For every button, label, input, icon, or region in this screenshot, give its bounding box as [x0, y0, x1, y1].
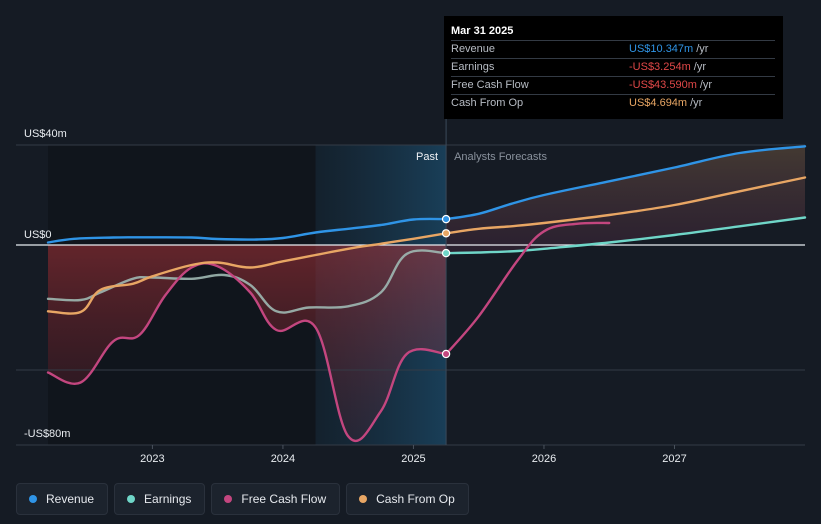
cash-from-op-past-line: [46, 232, 448, 315]
revenue-dot-icon: [29, 495, 37, 503]
legend-label: Revenue: [46, 492, 95, 506]
x-tick-label: 2027: [662, 453, 686, 465]
legend-item-earnings[interactable]: Earnings: [114, 483, 206, 515]
legend-label: Cash From Op: [376, 492, 455, 506]
legend-item-free-cash-flow[interactable]: Free Cash Flow: [211, 483, 341, 515]
tooltip-value: US$10.347m: [629, 43, 694, 55]
tooltip-value: -US$43.590m: [629, 79, 697, 91]
free-cash-flow-point: [441, 349, 451, 359]
tooltip-row-free-cash-flow: Free Cash Flow -US$43.590m/yr: [451, 76, 775, 94]
y-tick-label: US$0: [24, 229, 52, 241]
tooltip-label: Revenue: [451, 43, 496, 55]
legend-label: Earnings: [144, 492, 192, 506]
legend-item-cash-from-op[interactable]: Cash From Op: [346, 483, 469, 515]
cash-from-op-forecast-line: [444, 176, 807, 235]
cash-from-op-dot-icon: [359, 495, 368, 503]
tooltip-label: Cash From Op: [451, 97, 524, 109]
tooltip-unit: /yr: [690, 97, 703, 109]
free-cash-flow-past-line: [46, 262, 448, 443]
revenue-point: [441, 214, 451, 224]
y-tick-label: US$40m: [24, 128, 67, 140]
x-tick-label: 2023: [140, 453, 164, 465]
tooltip-label: Free Cash Flow: [451, 79, 529, 91]
forecast-band: [446, 146, 805, 254]
tooltip-row-revenue: Revenue US$10.347m/yr: [451, 40, 775, 58]
past-label: Past: [416, 151, 438, 163]
x-tick-label: 2025: [401, 453, 425, 465]
tooltip-label: Earnings: [451, 61, 495, 73]
negative-area: [48, 245, 447, 441]
earnings-dot-icon: [127, 495, 136, 503]
x-tick-label: 2026: [532, 453, 556, 465]
legend-label: Free Cash Flow: [241, 492, 327, 506]
earnings-forecast-line: [444, 216, 807, 255]
cash-from-op-point: [441, 229, 451, 238]
tooltip-value: US$4.694m: [629, 97, 688, 109]
tooltip-unit: /yr: [696, 43, 709, 55]
legend: Revenue Earnings Free Cash Flow Cash Fro…: [16, 483, 469, 516]
free-cash-flow-dot-icon: [224, 495, 233, 503]
tooltip-panel: Mar 31 2025 Revenue US$10.347m/yr Earnin…: [444, 16, 783, 119]
tooltip-unit: /yr: [699, 79, 713, 91]
legend-item-revenue[interactable]: Revenue: [16, 483, 109, 515]
y-tick-label: -US$80m: [24, 428, 70, 440]
tooltip-date: Mar 31 2025: [451, 25, 514, 37]
forecast-label: Analysts Forecasts: [454, 151, 547, 163]
earnings-point: [441, 248, 451, 258]
free-cash-flow-forecast-line: [444, 221, 611, 356]
x-tick-label: 2024: [271, 453, 295, 465]
earnings-past-line: [46, 249, 448, 314]
revenue-forecast-line: [444, 145, 807, 221]
tooltip-row-earnings: Earnings -US$3.254m/yr: [451, 58, 775, 76]
tooltip-unit: /yr: [693, 61, 706, 73]
revenue-past-line: [46, 217, 448, 244]
tooltip-value: -US$3.254m: [629, 61, 691, 73]
tooltip-row-cash-from-op: Cash From Op US$4.694m/yr: [451, 94, 775, 112]
